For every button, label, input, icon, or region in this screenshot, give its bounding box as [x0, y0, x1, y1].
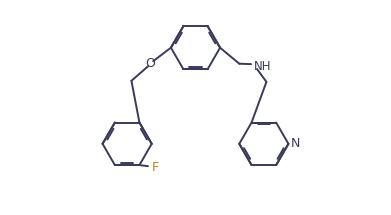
Text: N: N: [291, 137, 300, 150]
Text: NH: NH: [254, 60, 272, 73]
Text: F: F: [152, 161, 160, 174]
Text: O: O: [146, 57, 156, 70]
